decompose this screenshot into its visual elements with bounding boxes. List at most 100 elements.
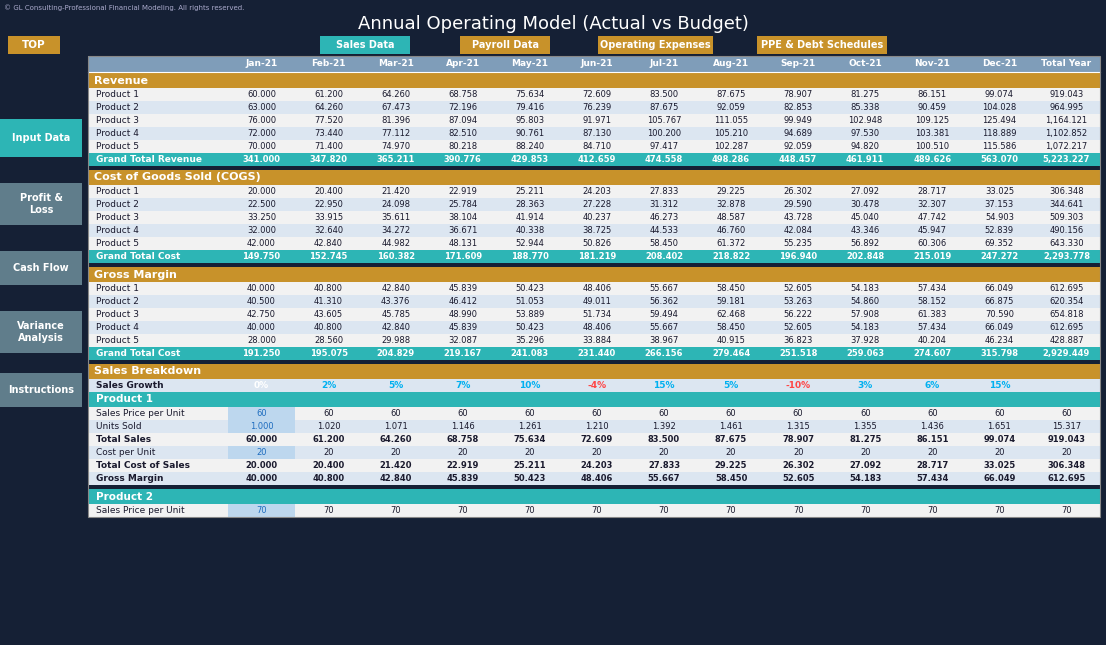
Text: 195.075: 195.075 [310, 349, 347, 358]
Text: 70: 70 [860, 506, 870, 515]
Text: 60: 60 [390, 409, 401, 418]
Text: 27.092: 27.092 [851, 187, 879, 196]
Text: 20.000: 20.000 [247, 187, 276, 196]
Text: Product 1: Product 1 [96, 187, 139, 196]
Text: 41.310: 41.310 [314, 297, 343, 306]
Text: 20.400: 20.400 [314, 187, 343, 196]
Text: 40.338: 40.338 [515, 226, 544, 235]
Text: 54.183: 54.183 [851, 284, 879, 293]
Text: 10%: 10% [519, 381, 541, 390]
Text: Product 4: Product 4 [96, 323, 139, 332]
Text: 104.028: 104.028 [982, 103, 1016, 112]
Text: 26.302: 26.302 [782, 461, 814, 470]
Text: 1.392: 1.392 [653, 422, 676, 431]
Text: 68.758: 68.758 [448, 90, 478, 99]
Text: 40.237: 40.237 [583, 213, 612, 222]
Text: 1.146: 1.146 [451, 422, 474, 431]
Text: 95.803: 95.803 [515, 116, 544, 125]
Text: 42.840: 42.840 [314, 239, 343, 248]
Text: 43.376: 43.376 [380, 297, 410, 306]
Text: Product 5: Product 5 [96, 239, 139, 248]
Text: 72.609: 72.609 [581, 435, 613, 444]
Text: 57.434: 57.434 [918, 323, 947, 332]
Text: 33.884: 33.884 [582, 336, 612, 345]
Text: Grand Total Cost: Grand Total Cost [96, 252, 180, 261]
Text: 46.273: 46.273 [649, 213, 679, 222]
Text: 66.875: 66.875 [984, 297, 1014, 306]
Text: 38.725: 38.725 [582, 226, 612, 235]
Text: 51.734: 51.734 [583, 310, 612, 319]
Bar [88, 282, 1100, 295]
Text: 5%: 5% [723, 381, 739, 390]
Text: 654.818: 654.818 [1050, 310, 1084, 319]
Text: 29.225: 29.225 [714, 461, 748, 470]
Text: 28.717: 28.717 [918, 187, 947, 196]
Text: 612.695: 612.695 [1050, 323, 1084, 332]
Text: 40.204: 40.204 [918, 336, 947, 345]
Text: Cash Flow: Cash Flow [13, 263, 69, 273]
Text: 102.948: 102.948 [848, 116, 883, 125]
Bar [88, 485, 1100, 489]
Text: 55.667: 55.667 [648, 474, 680, 483]
Text: 428.887: 428.887 [1050, 336, 1084, 345]
Bar [832, 379, 899, 392]
Bar [362, 379, 429, 392]
Text: 44.982: 44.982 [382, 239, 410, 248]
Text: 2%: 2% [321, 381, 336, 390]
Text: 40.915: 40.915 [717, 336, 745, 345]
Bar [228, 407, 295, 420]
Text: 45.839: 45.839 [448, 284, 478, 293]
Text: 461.911: 461.911 [846, 155, 885, 164]
Text: 46.760: 46.760 [717, 226, 745, 235]
Text: 90.761: 90.761 [515, 129, 544, 138]
Bar [88, 308, 1100, 321]
Text: 46.234: 46.234 [984, 336, 1014, 345]
Text: 315.798: 315.798 [980, 349, 1019, 358]
Bar [88, 267, 1100, 282]
Text: Payroll Data: Payroll Data [471, 40, 539, 50]
Text: 81.275: 81.275 [851, 90, 879, 99]
Text: 60: 60 [1061, 409, 1072, 418]
Bar [630, 379, 698, 392]
Text: 1,072.217: 1,072.217 [1045, 142, 1087, 151]
Text: 1.436: 1.436 [920, 422, 945, 431]
Bar [1033, 379, 1100, 392]
Text: 964.995: 964.995 [1050, 103, 1084, 112]
Text: 81.396: 81.396 [382, 116, 410, 125]
Text: 100.200: 100.200 [647, 129, 681, 138]
Text: 52.605: 52.605 [784, 284, 813, 293]
Text: 33.025: 33.025 [983, 461, 1015, 470]
Text: 60: 60 [726, 409, 737, 418]
Text: 612.695: 612.695 [1050, 284, 1084, 293]
Text: 70: 70 [659, 506, 669, 515]
Text: 66.049: 66.049 [983, 474, 1015, 483]
Bar [88, 364, 1100, 379]
Text: TOP: TOP [22, 40, 45, 50]
Text: 490.156: 490.156 [1050, 226, 1084, 235]
Text: 70: 70 [726, 506, 737, 515]
Text: Total Year: Total Year [1042, 59, 1092, 68]
Text: 563.070: 563.070 [980, 155, 1019, 164]
Bar [320, 36, 410, 54]
Text: 30.478: 30.478 [851, 200, 880, 209]
Text: 32.087: 32.087 [448, 336, 478, 345]
Text: 111.055: 111.055 [714, 116, 748, 125]
Text: 76.239: 76.239 [582, 103, 612, 112]
Text: 489.626: 489.626 [914, 155, 951, 164]
Text: 90.459: 90.459 [918, 103, 947, 112]
Bar [698, 379, 764, 392]
Text: 70: 70 [390, 506, 401, 515]
Text: 612.695: 612.695 [1047, 474, 1086, 483]
Text: 15.317: 15.317 [1052, 422, 1081, 431]
Text: 60: 60 [524, 409, 535, 418]
Text: 59.494: 59.494 [649, 310, 678, 319]
Text: 1,164.121: 1,164.121 [1045, 116, 1087, 125]
Text: 149.750: 149.750 [242, 252, 281, 261]
Text: 33.915: 33.915 [314, 213, 343, 222]
Text: 85.338: 85.338 [851, 103, 880, 112]
Text: 87.675: 87.675 [649, 103, 679, 112]
Text: 66.049: 66.049 [984, 323, 1014, 332]
Text: 75.634: 75.634 [513, 435, 546, 444]
Text: 78.907: 78.907 [783, 90, 813, 99]
Text: 33.025: 33.025 [984, 187, 1014, 196]
